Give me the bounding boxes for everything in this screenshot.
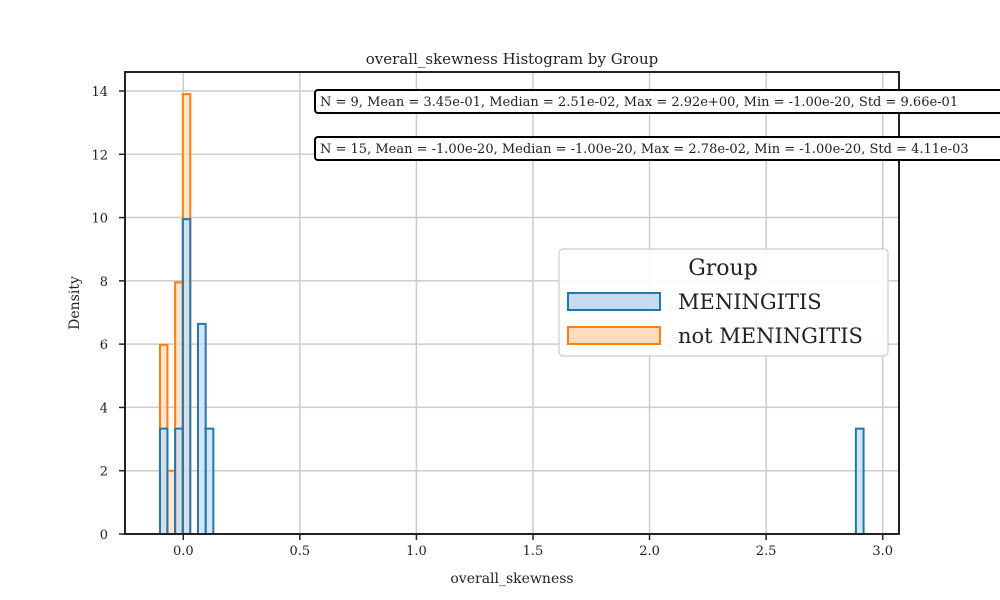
y-tick-label: 4 bbox=[100, 401, 108, 416]
x-tick-label: 0.5 bbox=[290, 544, 311, 559]
stats-annotations: N = 9, Mean = 3.45e-01, Median = 2.51e-0… bbox=[314, 89, 1000, 161]
stats-text-not-meningitis: N = 15, Mean = -1.00e-20, Median = -1.00… bbox=[320, 142, 969, 157]
axis-ticks: 0.0 0.5 1.0 1.5 2.0 2.5 3.0 0 2 4 6 8 10 12 14 bbox=[91, 85, 893, 559]
legend-title: Group bbox=[688, 256, 758, 281]
bar-meningitis bbox=[175, 428, 183, 534]
bar-meningitis bbox=[159, 428, 168, 534]
y-tick-label: 14 bbox=[91, 85, 108, 100]
y-tick-label: 2 bbox=[100, 465, 108, 480]
bar-not-meningitis bbox=[167, 470, 176, 534]
y-tick-label: 10 bbox=[91, 212, 108, 227]
legend-label-not-meningitis: not MENINGITIS bbox=[678, 324, 863, 348]
y-tick-label: 6 bbox=[100, 338, 108, 353]
x-tick-label: 3.0 bbox=[872, 544, 893, 559]
y-axis-label: Density bbox=[67, 276, 83, 330]
legend-swatch-meningitis bbox=[567, 292, 661, 311]
bar-not-meningitis bbox=[175, 282, 183, 534]
legend-label-meningitis: MENINGITIS bbox=[678, 290, 822, 314]
x-tick-label: 0.0 bbox=[173, 544, 194, 559]
x-axis-label: overall_skewness bbox=[450, 571, 573, 587]
chart-title: overall_skewness Histogram by Group bbox=[366, 50, 658, 68]
stats-text-meningitis: N = 9, Mean = 3.45e-01, Median = 2.51e-0… bbox=[320, 95, 958, 110]
bar-meningitis bbox=[205, 428, 214, 534]
y-tick-label: 8 bbox=[100, 275, 108, 290]
legend-swatch-not-meningitis bbox=[567, 326, 661, 345]
x-tick-label: 1.5 bbox=[523, 544, 544, 559]
x-tick-label: 2.0 bbox=[639, 544, 660, 559]
y-tick-label: 0 bbox=[100, 528, 108, 543]
plot-frame bbox=[124, 71, 900, 535]
stats-box-meningitis bbox=[314, 89, 1000, 114]
x-tick-label: 1.0 bbox=[406, 544, 427, 559]
legend: Group MENINGITIS not MENINGITIS bbox=[558, 248, 889, 357]
bar-meningitis bbox=[182, 219, 191, 534]
stats-box-not-meningitis bbox=[314, 136, 1000, 161]
x-tick-label: 2.5 bbox=[756, 544, 777, 559]
bar-meningitis bbox=[197, 323, 206, 534]
y-tick-label: 12 bbox=[91, 148, 108, 163]
bar-meningitis bbox=[855, 428, 864, 534]
